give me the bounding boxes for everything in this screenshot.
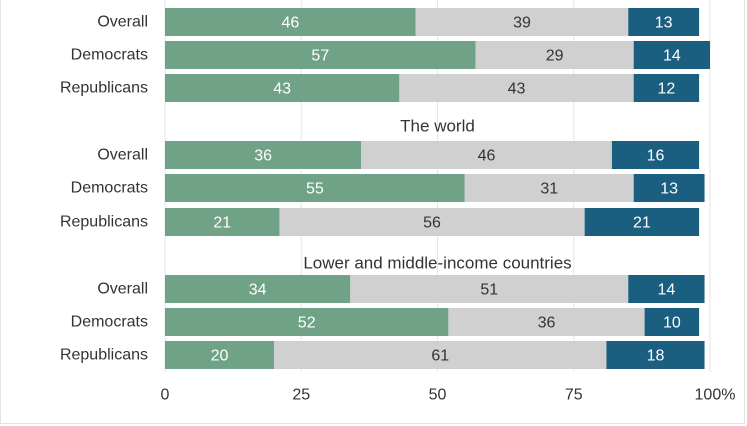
bar-segment: [584, 208, 700, 236]
bar-segment: [448, 308, 645, 336]
bar-segment: [279, 208, 585, 236]
bar-segment: [165, 341, 274, 369]
category-label: Democrats: [71, 314, 148, 331]
value-label: 46: [281, 15, 299, 32]
value-label: 13: [660, 181, 678, 198]
bar-segment: [361, 141, 612, 169]
value-label: 46: [478, 148, 496, 165]
bar-segment: [415, 8, 629, 36]
value-label: 57: [311, 48, 329, 65]
value-label: 21: [633, 215, 651, 232]
x-tick-label: 100%: [695, 387, 736, 404]
category-label: Republicans: [60, 347, 148, 364]
value-label: 29: [546, 48, 564, 65]
value-label: 43: [273, 81, 291, 98]
bar-segment: [464, 174, 634, 202]
bar-segment: [475, 41, 634, 69]
value-label: 61: [431, 348, 449, 365]
value-label: 10: [663, 315, 681, 332]
value-label: 51: [480, 282, 498, 299]
value-label: 12: [658, 81, 676, 98]
value-label: 56: [423, 215, 441, 232]
group-title: Lower and middle-income countries: [303, 254, 571, 273]
bar-segment: [165, 208, 280, 236]
bar-segment: [628, 8, 700, 36]
bar-segment: [633, 74, 700, 102]
bar-segment: [165, 41, 476, 69]
bar-segment: [633, 41, 710, 69]
value-label: 39: [513, 15, 531, 32]
bar-segment: [165, 8, 416, 36]
group-title: The world: [400, 117, 475, 136]
value-label: 21: [213, 215, 231, 232]
x-tick-label: 25: [292, 387, 310, 404]
x-tick-label: 50: [429, 387, 447, 404]
x-tick-label: 0: [161, 387, 170, 404]
bar-segment: [165, 308, 449, 336]
bar-segment: [165, 174, 465, 202]
x-tick-label: 75: [565, 387, 583, 404]
bar-segment: [606, 341, 705, 369]
bar-segment: [399, 74, 634, 102]
bar-segment: [628, 275, 705, 303]
value-label: 14: [663, 48, 681, 65]
value-label: 20: [211, 348, 229, 365]
bar-segment: [165, 74, 400, 102]
value-label: 18: [647, 348, 665, 365]
bar-segment: [633, 174, 705, 202]
category-label: Overall: [97, 147, 148, 164]
value-label: 13: [655, 15, 673, 32]
bar-segment: [644, 308, 700, 336]
bar-segment: [274, 341, 607, 369]
category-label: Republicans: [60, 214, 148, 231]
value-label: 36: [254, 148, 272, 165]
value-label: 14: [658, 282, 676, 299]
category-label: Democrats: [71, 47, 148, 64]
bar-segment: [611, 141, 700, 169]
value-label: 16: [647, 148, 665, 165]
value-label: 52: [298, 315, 316, 332]
bar-segment: [350, 275, 629, 303]
value-label: 31: [540, 181, 558, 198]
bar-segment: [165, 141, 362, 169]
category-label: Overall: [97, 14, 148, 31]
value-label: 43: [508, 81, 526, 98]
value-label: 55: [306, 181, 324, 198]
category-label: Democrats: [71, 180, 148, 197]
bar-segment: [165, 275, 351, 303]
value-label: 36: [538, 315, 556, 332]
value-label: 34: [249, 282, 267, 299]
category-label: Republicans: [60, 80, 148, 97]
category-label: Overall: [97, 281, 148, 298]
